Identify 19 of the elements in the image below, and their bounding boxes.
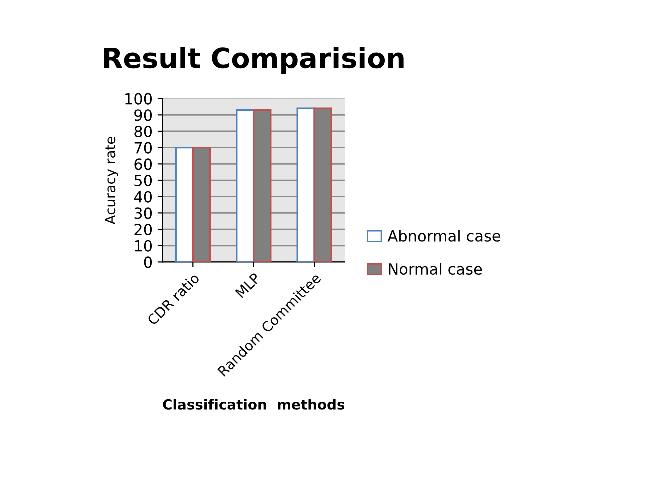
bar [175, 146, 194, 262]
y-tick-label: 80 [134, 126, 152, 138]
y-tick-label: 50 [134, 174, 152, 187]
y-tick-label: 30 [134, 208, 152, 220]
y-tick-label: 40 [134, 191, 152, 203]
legend-label: Abnormal case [388, 230, 501, 242]
y-tick-label: 70 [134, 142, 152, 154]
x-axis-title: Classification methods [163, 399, 345, 410]
y-tick-label: 20 [134, 224, 152, 236]
y-tick-label: 10 [135, 240, 152, 252]
y-tick-label: 60 [134, 158, 152, 170]
y-tick-label: 90 [134, 110, 152, 122]
chart-title: Result Comparision [104, 47, 404, 74]
legend-label: Normal case [389, 263, 482, 276]
bar [236, 109, 255, 262]
bar [296, 108, 316, 262]
y-tick-label: 0 [144, 256, 152, 268]
y-axis-title: Acuracy rate [105, 137, 118, 225]
y-tick-label: 100 [126, 93, 152, 105]
